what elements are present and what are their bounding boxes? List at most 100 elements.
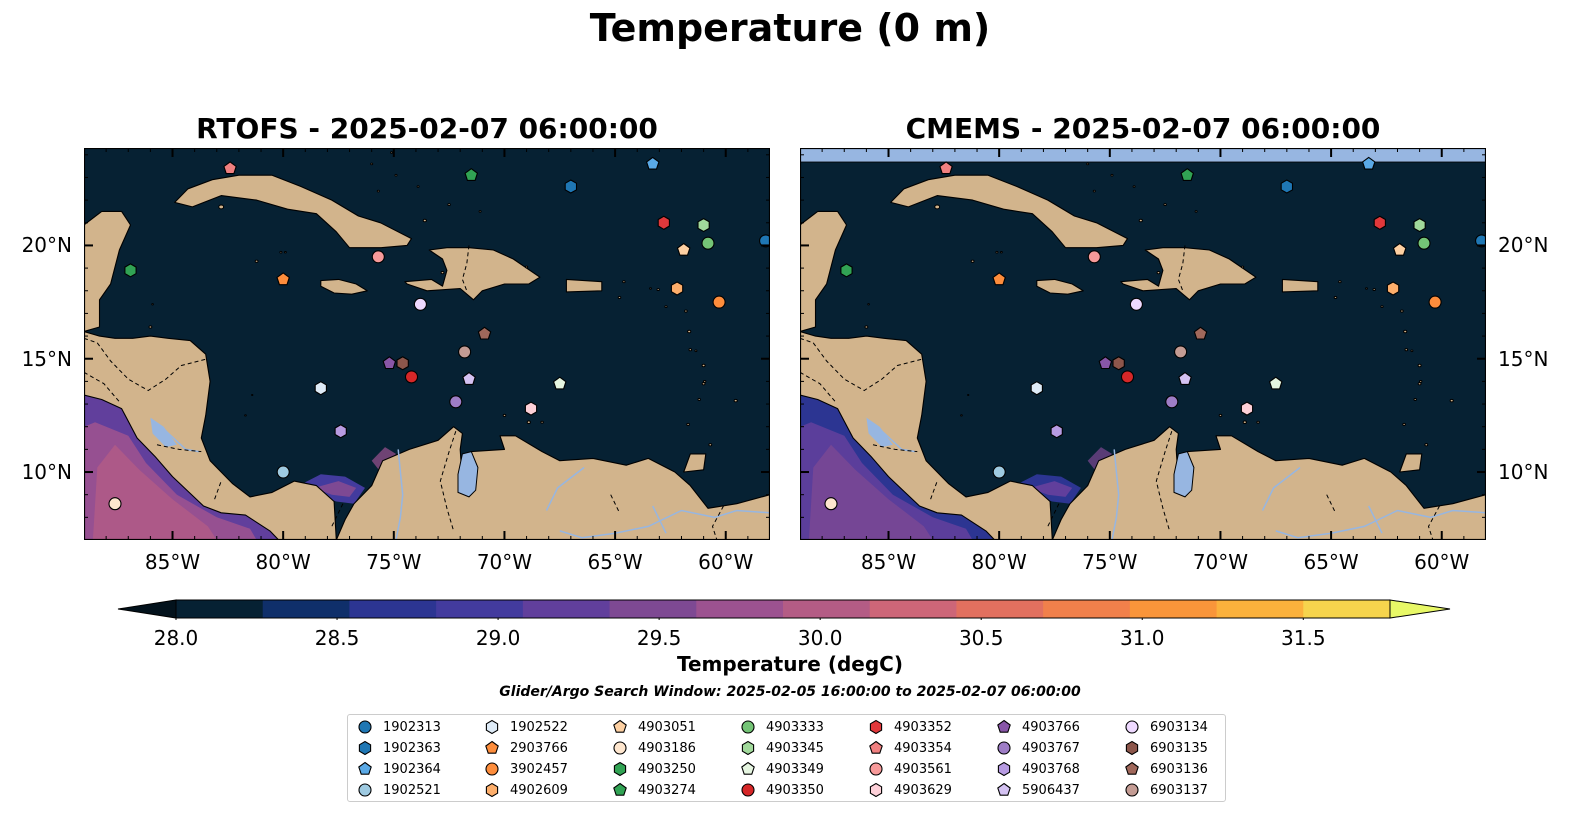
map-panel-rtofs[interactable]	[84, 148, 770, 540]
circle-marker-icon	[1125, 720, 1139, 734]
legend-label: 4903561	[894, 761, 952, 777]
float-marker-4903629[interactable]	[1240, 401, 1254, 416]
legend-label: 1902522	[510, 719, 568, 735]
float-marker-2903766[interactable]	[276, 272, 290, 286]
float-marker-4903561[interactable]	[371, 250, 385, 264]
float-marker-1902521[interactable]	[992, 465, 1006, 479]
legend-label: 4903767	[1022, 740, 1080, 756]
float-marker-4903768[interactable]	[1050, 424, 1063, 439]
legend-item-4903350: 4903350	[739, 780, 824, 800]
hexagon-marker-icon	[869, 782, 883, 798]
lon-tick-label: 75°W	[366, 550, 422, 574]
map-panel-cmems[interactable]	[800, 148, 1486, 540]
map-frame	[84, 148, 770, 540]
float-marker-4902609[interactable]	[1386, 281, 1400, 296]
legend-item-4903767: 4903767	[995, 738, 1080, 758]
float-marker-4903349[interactable]	[552, 376, 567, 390]
float-marker-3902457[interactable]	[1428, 295, 1442, 309]
float-marker-1902364[interactable]	[1361, 156, 1376, 170]
float-marker-1902522[interactable]	[1030, 381, 1043, 396]
float-marker-4903768[interactable]	[334, 424, 347, 439]
float-marker-4903274[interactable]	[464, 168, 479, 181]
float-marker-1902363[interactable]	[564, 179, 578, 194]
float-marker-4903186[interactable]	[108, 497, 122, 511]
legend-label: 3902457	[510, 761, 568, 777]
legend-label: 6903137	[1150, 782, 1208, 798]
float-marker-2903766[interactable]	[992, 272, 1006, 286]
float-marker-6903137[interactable]	[1174, 345, 1188, 359]
float-marker-6903136[interactable]	[1193, 326, 1208, 340]
colorbar-tick-label: 30.5	[958, 626, 1004, 650]
float-marker-4903333[interactable]	[1417, 236, 1431, 250]
search-window-text: Glider/Argo Search Window: 2025-02-05 16…	[499, 684, 1081, 700]
float-marker-1902364[interactable]	[645, 156, 660, 170]
circle-marker-icon	[1125, 783, 1139, 797]
land-south-america	[335, 426, 770, 540]
circle-marker-icon	[358, 720, 372, 734]
legend-label: 6903136	[1150, 761, 1208, 777]
colorbar-tick-label: 28.0	[153, 626, 199, 650]
float-marker-5906437[interactable]	[1178, 371, 1192, 385]
float-marker-4903051[interactable]	[676, 242, 691, 256]
float-marker-4903333[interactable]	[701, 236, 715, 250]
colorbar-segment	[696, 600, 784, 618]
float-marker-4903345[interactable]	[697, 217, 710, 233]
float-marker-4903352[interactable]	[1373, 215, 1386, 230]
float-marker-4903766[interactable]	[382, 356, 397, 370]
land-puerto-rico	[565, 278, 603, 293]
float-marker-4903350[interactable]	[1120, 370, 1135, 384]
float-marker-4903051[interactable]	[1392, 242, 1407, 256]
colorbar-tick-label: 31.5	[1281, 626, 1326, 650]
float-marker-1902521[interactable]	[276, 465, 290, 479]
colorbar-segment	[436, 600, 524, 618]
float-marker-4903349[interactable]	[1268, 376, 1283, 390]
legend-item-4903274: 4903274	[611, 780, 696, 800]
lon-tick-label: 85°W	[860, 550, 917, 574]
warm-water-pacific	[84, 395, 279, 540]
float-marker-1902313[interactable]	[1475, 234, 1486, 248]
float-marker-6903136[interactable]	[477, 326, 492, 340]
circle-marker-icon	[485, 762, 499, 776]
float-marker-5906437[interactable]	[462, 371, 476, 385]
float-marker-4903354[interactable]	[939, 161, 953, 175]
float-marker-4903250[interactable]	[840, 263, 853, 278]
legend-label: 1902363	[383, 740, 441, 756]
colorbar-segment	[1129, 600, 1218, 618]
float-marker-6903134[interactable]	[1129, 297, 1143, 311]
float-marker-4903561[interactable]	[1087, 250, 1101, 264]
float-marker-1902522[interactable]	[314, 381, 327, 396]
float-marker-4903767[interactable]	[1165, 395, 1179, 409]
float-marker-6903134[interactable]	[413, 297, 427, 311]
hexagon-marker-icon	[869, 719, 883, 735]
float-marker-4903186[interactable]	[824, 497, 838, 511]
legend-label: 6903134	[1150, 719, 1208, 735]
legend-label: 6903135	[1150, 740, 1208, 756]
float-marker-4903345[interactable]	[1413, 217, 1426, 233]
float-marker-4903629[interactable]	[524, 401, 538, 416]
float-marker-4903354[interactable]	[223, 161, 237, 175]
float-marker-4903767[interactable]	[449, 395, 463, 409]
legend-label: 1902364	[383, 761, 441, 777]
legend-item-6903137: 6903137	[1123, 780, 1208, 800]
float-marker-4903350[interactable]	[404, 370, 419, 384]
float-marker-6903135[interactable]	[396, 356, 409, 371]
float-marker-4903352[interactable]	[657, 215, 670, 230]
hexagon-marker-icon	[997, 761, 1011, 777]
hexagon-marker-icon	[1125, 740, 1139, 756]
float-marker-4903274[interactable]	[1180, 168, 1195, 181]
legend-item-4903352: 4903352	[867, 717, 952, 737]
legend-item-4903354: 4903354	[867, 738, 952, 758]
float-marker-1902313[interactable]	[759, 234, 770, 248]
legend-item-4903766: 4903766	[995, 717, 1080, 737]
warm-water-darien	[1014, 447, 1112, 504]
float-marker-6903137[interactable]	[458, 345, 472, 359]
float-marker-4903250[interactable]	[124, 263, 137, 278]
float-marker-4902609[interactable]	[670, 281, 684, 296]
circle-marker-icon	[741, 783, 755, 797]
circle-marker-icon	[358, 783, 372, 797]
float-marker-6903135[interactable]	[1112, 356, 1125, 371]
float-marker-3902457[interactable]	[712, 295, 726, 309]
float-marker-4903766[interactable]	[1098, 356, 1113, 370]
legend-item-1902313: 1902313	[356, 717, 441, 737]
float-marker-1902363[interactable]	[1280, 179, 1294, 194]
